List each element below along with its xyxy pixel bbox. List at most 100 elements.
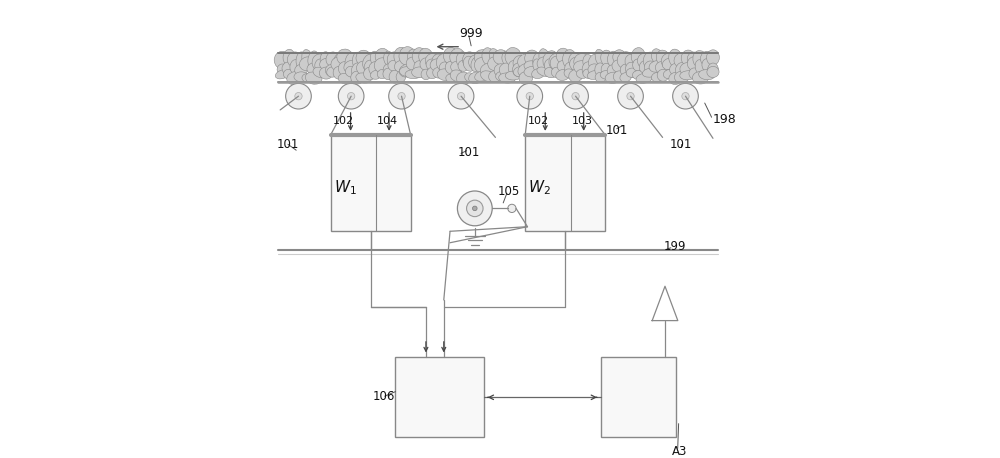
Ellipse shape: [445, 61, 457, 74]
Circle shape: [673, 83, 698, 109]
Ellipse shape: [657, 69, 669, 81]
Text: 102: 102: [527, 116, 549, 126]
Ellipse shape: [388, 60, 402, 71]
Ellipse shape: [356, 73, 371, 83]
Ellipse shape: [595, 63, 606, 77]
Text: 999: 999: [460, 27, 483, 40]
Ellipse shape: [475, 71, 490, 81]
Ellipse shape: [375, 49, 389, 64]
Ellipse shape: [305, 72, 322, 84]
Circle shape: [627, 93, 634, 100]
Circle shape: [347, 93, 355, 100]
Ellipse shape: [474, 57, 490, 73]
Ellipse shape: [499, 73, 515, 83]
Ellipse shape: [496, 71, 506, 81]
Ellipse shape: [471, 57, 481, 72]
Ellipse shape: [325, 64, 339, 76]
Ellipse shape: [512, 63, 527, 77]
Ellipse shape: [513, 67, 526, 76]
Ellipse shape: [313, 67, 327, 77]
Ellipse shape: [482, 48, 495, 65]
Ellipse shape: [570, 57, 582, 71]
Ellipse shape: [412, 48, 427, 65]
Ellipse shape: [421, 69, 431, 80]
Ellipse shape: [600, 71, 614, 79]
Text: 102: 102: [333, 116, 354, 126]
Ellipse shape: [626, 68, 638, 77]
Ellipse shape: [613, 50, 626, 65]
Ellipse shape: [287, 52, 303, 67]
Ellipse shape: [636, 73, 653, 83]
Ellipse shape: [394, 60, 408, 72]
Circle shape: [286, 83, 311, 109]
Circle shape: [457, 93, 465, 100]
Ellipse shape: [583, 69, 594, 78]
Ellipse shape: [494, 64, 508, 76]
Ellipse shape: [426, 59, 438, 70]
Ellipse shape: [583, 55, 594, 70]
Ellipse shape: [601, 50, 613, 66]
Ellipse shape: [549, 54, 565, 71]
Ellipse shape: [508, 60, 518, 75]
Text: 198: 198: [713, 113, 737, 125]
Ellipse shape: [601, 63, 613, 77]
Ellipse shape: [412, 67, 428, 78]
Ellipse shape: [588, 64, 601, 76]
Ellipse shape: [617, 52, 634, 69]
Ellipse shape: [544, 59, 557, 74]
Ellipse shape: [320, 52, 332, 70]
Ellipse shape: [544, 67, 557, 78]
Bar: [395, 357, 484, 437]
Circle shape: [618, 83, 643, 109]
Ellipse shape: [427, 67, 438, 79]
Ellipse shape: [502, 51, 512, 65]
Ellipse shape: [450, 49, 465, 65]
Ellipse shape: [299, 57, 315, 71]
Ellipse shape: [539, 49, 550, 67]
Text: 101: 101: [669, 138, 692, 151]
Ellipse shape: [344, 60, 358, 73]
Ellipse shape: [312, 54, 328, 71]
Ellipse shape: [405, 70, 422, 79]
Ellipse shape: [277, 64, 288, 75]
Ellipse shape: [569, 52, 583, 68]
Ellipse shape: [308, 51, 319, 69]
Ellipse shape: [661, 53, 677, 69]
Ellipse shape: [489, 49, 500, 64]
Ellipse shape: [282, 62, 295, 75]
Ellipse shape: [307, 63, 320, 74]
Ellipse shape: [356, 50, 371, 65]
Ellipse shape: [519, 71, 533, 85]
Circle shape: [448, 83, 474, 109]
Ellipse shape: [383, 64, 394, 77]
Ellipse shape: [633, 59, 644, 71]
Ellipse shape: [399, 64, 415, 77]
Ellipse shape: [563, 49, 576, 68]
Ellipse shape: [274, 51, 291, 69]
Ellipse shape: [437, 69, 452, 81]
Ellipse shape: [370, 70, 382, 79]
Ellipse shape: [389, 70, 400, 83]
Ellipse shape: [675, 62, 688, 77]
Text: A3: A3: [672, 445, 687, 458]
Ellipse shape: [446, 74, 456, 83]
Ellipse shape: [620, 64, 631, 76]
Ellipse shape: [420, 58, 432, 71]
Circle shape: [338, 83, 364, 109]
Ellipse shape: [631, 48, 645, 65]
Ellipse shape: [414, 61, 426, 75]
Ellipse shape: [345, 66, 357, 77]
Ellipse shape: [644, 61, 657, 73]
Ellipse shape: [642, 68, 659, 77]
Ellipse shape: [587, 71, 602, 79]
Ellipse shape: [295, 64, 308, 75]
Ellipse shape: [296, 52, 306, 70]
Ellipse shape: [556, 48, 570, 64]
Circle shape: [467, 200, 483, 217]
Ellipse shape: [513, 55, 526, 70]
Ellipse shape: [436, 54, 453, 72]
Ellipse shape: [377, 69, 387, 79]
Ellipse shape: [533, 53, 544, 69]
Ellipse shape: [537, 57, 552, 71]
Ellipse shape: [337, 49, 353, 65]
